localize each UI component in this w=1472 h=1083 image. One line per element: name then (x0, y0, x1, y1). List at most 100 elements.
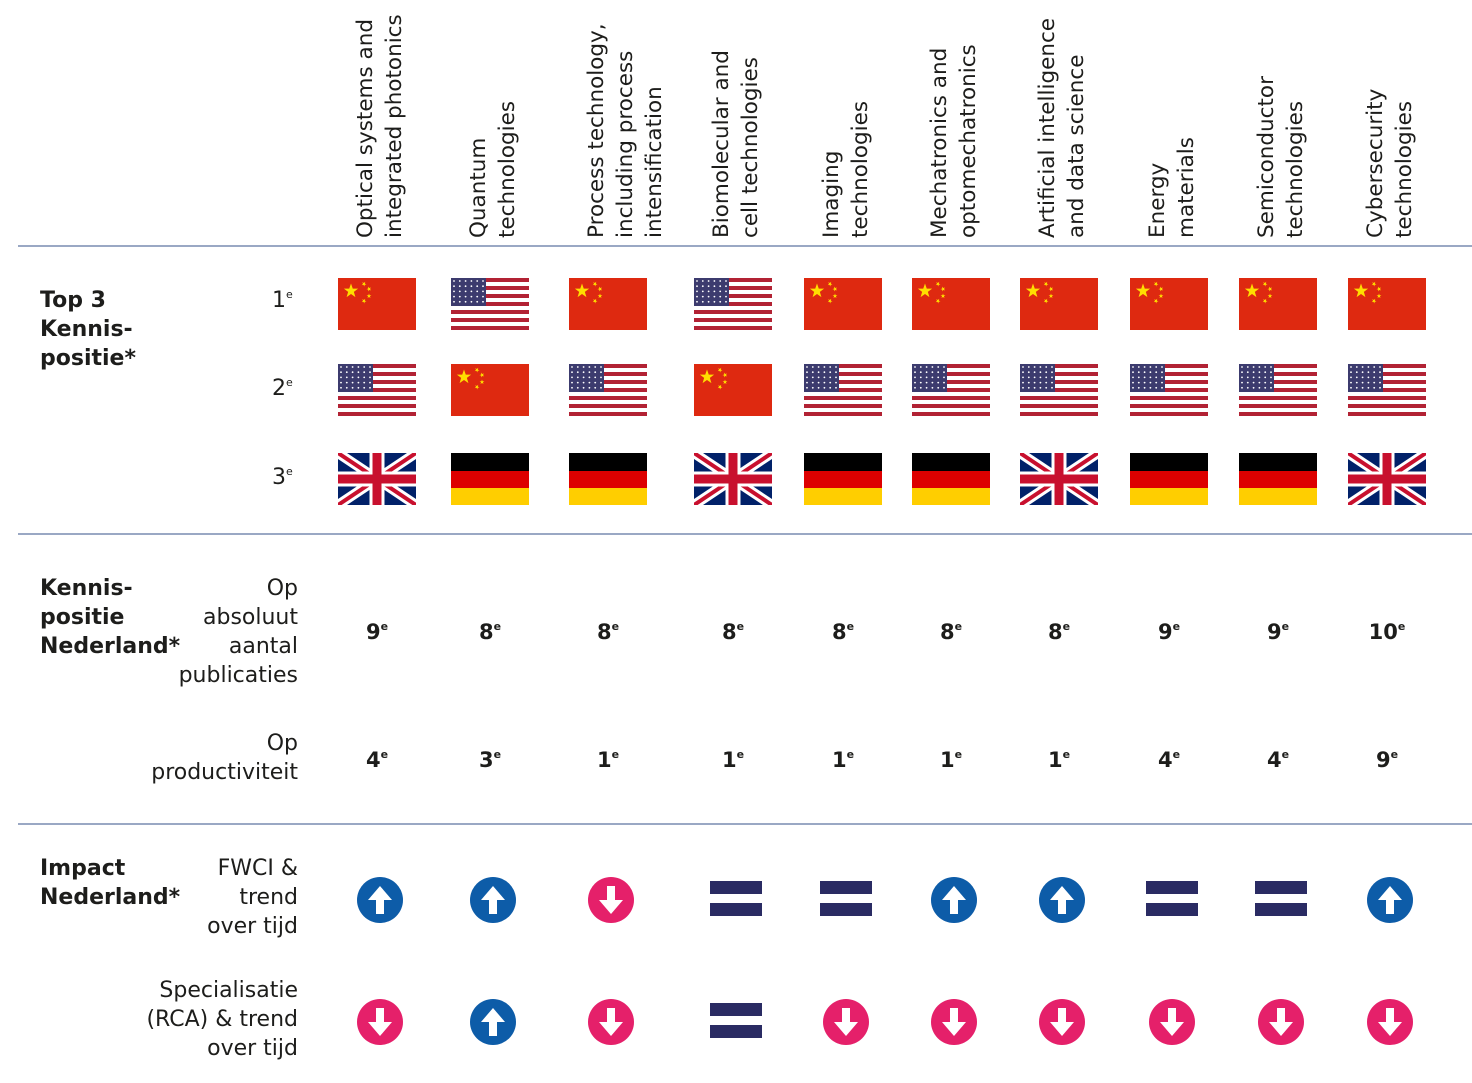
trend-down-icon (352, 999, 408, 1045)
trend-down-icon (1144, 999, 1200, 1045)
column-header-7: Artificial intelligence and data science (1031, 0, 1091, 238)
kennis-value: 4e (365, 748, 389, 772)
trend-up-icon (465, 877, 521, 923)
china-flag-icon (912, 278, 990, 330)
usa-flag-icon (1348, 364, 1426, 416)
column-header-line: Optical systems and (353, 19, 378, 238)
column-header-line: technologies (1283, 100, 1308, 238)
kennis-value: 8e (478, 620, 502, 644)
china-flag-icon (694, 364, 772, 416)
china-flag-icon (804, 278, 882, 330)
uk-flag-icon (1020, 453, 1098, 505)
column-header-1: Optical systems and integrated photonics (349, 0, 409, 238)
column-header-line: technologies (1392, 100, 1417, 238)
divider-header (18, 245, 1472, 247)
column-header-line: including process (613, 50, 638, 238)
kennis-value: 4e (1266, 748, 1290, 772)
trend-down-icon (1034, 999, 1090, 1045)
column-header-line: Biomolecular and (709, 50, 734, 238)
trend-up-icon (926, 877, 982, 923)
usa-flag-icon (804, 364, 882, 416)
china-flag-icon (1239, 278, 1317, 330)
kennis-value: 8e (721, 620, 745, 644)
column-header-line: Mechatronics and (927, 47, 952, 238)
trend-up-icon (1034, 877, 1090, 923)
column-header-line: integrated photonics (382, 14, 407, 238)
column-header-4: Biomolecular and cell technologies (705, 0, 765, 238)
trend-equal-icon (708, 877, 764, 923)
column-header-line: Cybersecurity (1363, 88, 1388, 238)
germany-flag-icon (569, 453, 647, 505)
impact-row2-label: Specialisatie (RCA) & trend over tijd (146, 978, 298, 1061)
rank-label-2: 2e (272, 376, 293, 401)
trend-equal-icon (1144, 877, 1200, 923)
germany-flag-icon (1239, 453, 1317, 505)
kennis-value: 9e (1157, 620, 1181, 644)
germany-flag-icon (804, 453, 882, 505)
kennis-row1-label: Op absoluut aantal publicaties (178, 576, 298, 688)
column-header-8: Energy materials (1141, 0, 1201, 238)
trend-up-icon (465, 999, 521, 1045)
kennis-value: 9e (1266, 620, 1290, 644)
trend-up-icon (1362, 877, 1418, 923)
usa-flag-icon (694, 278, 772, 330)
kennis-value: 1e (1047, 748, 1071, 772)
usa-flag-icon (1020, 364, 1098, 416)
top3-title: Top 3 Kennis- positie* (40, 288, 136, 371)
column-header-line: Artificial intelligence (1035, 18, 1060, 238)
kennis-value: 8e (1047, 620, 1071, 644)
germany-flag-icon (912, 453, 990, 505)
impact-title: Impact Nederland* (40, 856, 181, 910)
column-header-line: technologies (495, 100, 520, 238)
china-flag-icon (451, 364, 529, 416)
kennis-value: 1e (831, 748, 855, 772)
kennis-value: 1e (939, 748, 963, 772)
uk-flag-icon (338, 453, 416, 505)
column-header-line: cell technologies (738, 57, 763, 238)
uk-flag-icon (694, 453, 772, 505)
germany-flag-icon (1130, 453, 1208, 505)
china-flag-icon (1130, 278, 1208, 330)
kennis-value: 1e (721, 748, 745, 772)
divider-top3 (18, 533, 1472, 535)
kennis-value: 8e (939, 620, 963, 644)
kennis-value: 10e (1368, 620, 1406, 644)
column-header-9: Semiconductor technologies (1250, 0, 1310, 238)
trend-down-icon (583, 999, 639, 1045)
trend-equal-icon (708, 999, 764, 1045)
column-header-line: Process technology, (584, 23, 609, 238)
china-flag-icon (1348, 278, 1426, 330)
kennis-value: 9e (365, 620, 389, 644)
column-header-line: and data science (1064, 54, 1089, 238)
uk-flag-icon (1348, 453, 1426, 505)
column-header-10: Cybersecurity technologies (1359, 0, 1419, 238)
china-flag-icon (338, 278, 416, 330)
china-flag-icon (569, 278, 647, 330)
usa-flag-icon (1239, 364, 1317, 416)
usa-flag-icon (1130, 364, 1208, 416)
rank-label-1: 1e (272, 288, 293, 313)
trend-down-icon (818, 999, 874, 1045)
trend-down-icon (926, 999, 982, 1045)
column-header-line: Quantum (466, 137, 491, 238)
usa-flag-icon (338, 364, 416, 416)
kennis-value: 1e (596, 748, 620, 772)
kennis-title: Kennis- positie Nederland* (40, 576, 181, 659)
kennis-value: 8e (596, 620, 620, 644)
usa-flag-icon (569, 364, 647, 416)
column-header-2: Quantum technologies (462, 0, 522, 238)
kennis-row2-label: Op productiviteit (151, 731, 298, 785)
column-header-line: optomechatronics (956, 44, 981, 238)
impact-row1-label: FWCI & trend over tijd (207, 856, 298, 939)
column-header-line: Imaging (819, 150, 844, 238)
rank-label-3: 3e (272, 465, 293, 490)
kennis-value: 8e (831, 620, 855, 644)
kennis-value: 4e (1157, 748, 1181, 772)
column-header-line: technologies (848, 100, 873, 238)
column-header-line: Semiconductor (1254, 76, 1279, 238)
kennis-value: 3e (478, 748, 502, 772)
column-header-line: intensification (642, 86, 667, 238)
trend-down-icon (583, 877, 639, 923)
trend-equal-icon (1253, 877, 1309, 923)
column-header-6: Mechatronics and optomechatronics (923, 0, 983, 238)
